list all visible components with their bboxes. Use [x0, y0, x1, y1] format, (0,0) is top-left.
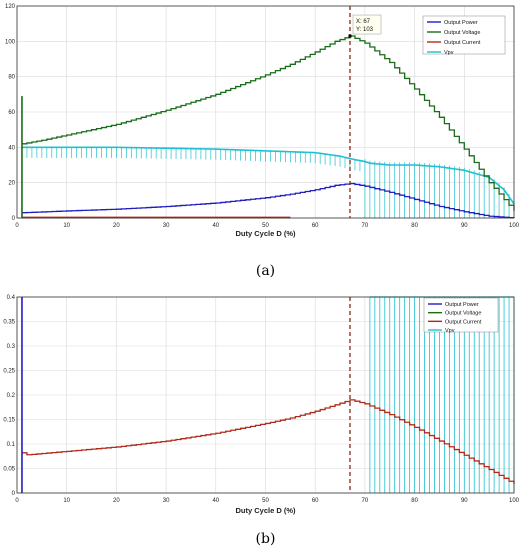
legend-label: Output Voltage	[445, 311, 481, 317]
y-tick-label: 0.35	[3, 320, 15, 326]
axes-box	[16, 296, 515, 494]
x-axis-label: Duty Cycle D (%)	[235, 229, 296, 238]
y-tick-label: 80	[8, 75, 15, 81]
y-tick-label: 0.3	[7, 344, 16, 350]
x-tick-label: 70	[362, 498, 369, 504]
x-tick-label: 20	[113, 223, 120, 229]
x-tick-label: 80	[411, 498, 418, 504]
series-line-output-voltage	[21, 35, 515, 211]
x-tick-label: 100	[509, 223, 520, 229]
x-tick-label: 100	[509, 498, 520, 504]
x-tick-label: 10	[63, 498, 70, 504]
x-tick-label: 60	[312, 223, 319, 229]
y-tick-label: 120	[5, 4, 16, 10]
chart-panel-a: X: 67 Y: 103 0 10 20 30 40 50 60 70 80 90 100 0 20 40 60…	[5, 4, 520, 279]
series-line-output-current	[21, 399, 515, 485]
y-tick-label: 60	[8, 110, 15, 116]
x-tick-label: 80	[411, 223, 418, 229]
legend-label: Output Current	[445, 319, 482, 325]
y-tick-label: 0	[12, 216, 16, 222]
series-line-output-power	[21, 182, 515, 219]
x-tick-label: 30	[163, 223, 170, 229]
x-tick-label: 20	[113, 498, 120, 504]
x-tick-label: 90	[461, 498, 468, 504]
y-tick-label: 0.1	[7, 442, 16, 448]
x-tick-label: 50	[262, 498, 269, 504]
y-tick-label: 100	[5, 39, 16, 45]
datatip-box	[352, 14, 382, 35]
series-line-vpv	[21, 146, 515, 205]
y-tick-label: 40	[8, 145, 15, 151]
datatip-x-text: X: 67	[356, 19, 371, 25]
datatip-y-text: Y: 103	[356, 27, 374, 33]
x-tick-label: 30	[163, 498, 170, 504]
datatip-point	[348, 34, 352, 38]
x-tick-label: 40	[212, 498, 219, 504]
legend-label: Vpv	[445, 328, 455, 334]
legend-label: Output Current	[444, 40, 481, 46]
legend-label: Output Power	[444, 20, 478, 26]
x-tick-label: 0	[15, 498, 19, 504]
x-tick-label: 0	[15, 223, 19, 229]
y-tick-label: 0.05	[3, 467, 15, 473]
panel-label: (a)	[256, 263, 275, 279]
axes-box	[16, 5, 515, 219]
chart-panel-b: 0 10 20 30 40 50 60 70 80 90 100 0 0.05 0.1 0.15 0.2 0.2…	[3, 295, 519, 547]
y-tick-label: 0.25	[3, 369, 15, 375]
panel-label: (b)	[256, 531, 276, 547]
x-tick-label: 70	[362, 223, 369, 229]
legend-label: Output Voltage	[444, 30, 480, 36]
x-tick-label: 60	[312, 498, 319, 504]
y-tick-label: 20	[8, 181, 15, 187]
legend-label: Vpv	[444, 50, 454, 56]
x-tick-label: 10	[63, 223, 70, 229]
y-tick-label: 0	[12, 491, 16, 497]
legend-label: Output Power	[445, 302, 479, 308]
x-axis-label: Duty Cycle D (%)	[235, 506, 296, 515]
x-tick-label: 50	[262, 223, 269, 229]
y-tick-label: 0.15	[3, 418, 15, 424]
y-tick-label: 0.2	[7, 393, 16, 399]
x-tick-label: 90	[461, 223, 468, 229]
x-tick-label: 40	[212, 223, 219, 229]
y-tick-label: 0.4	[7, 295, 16, 301]
